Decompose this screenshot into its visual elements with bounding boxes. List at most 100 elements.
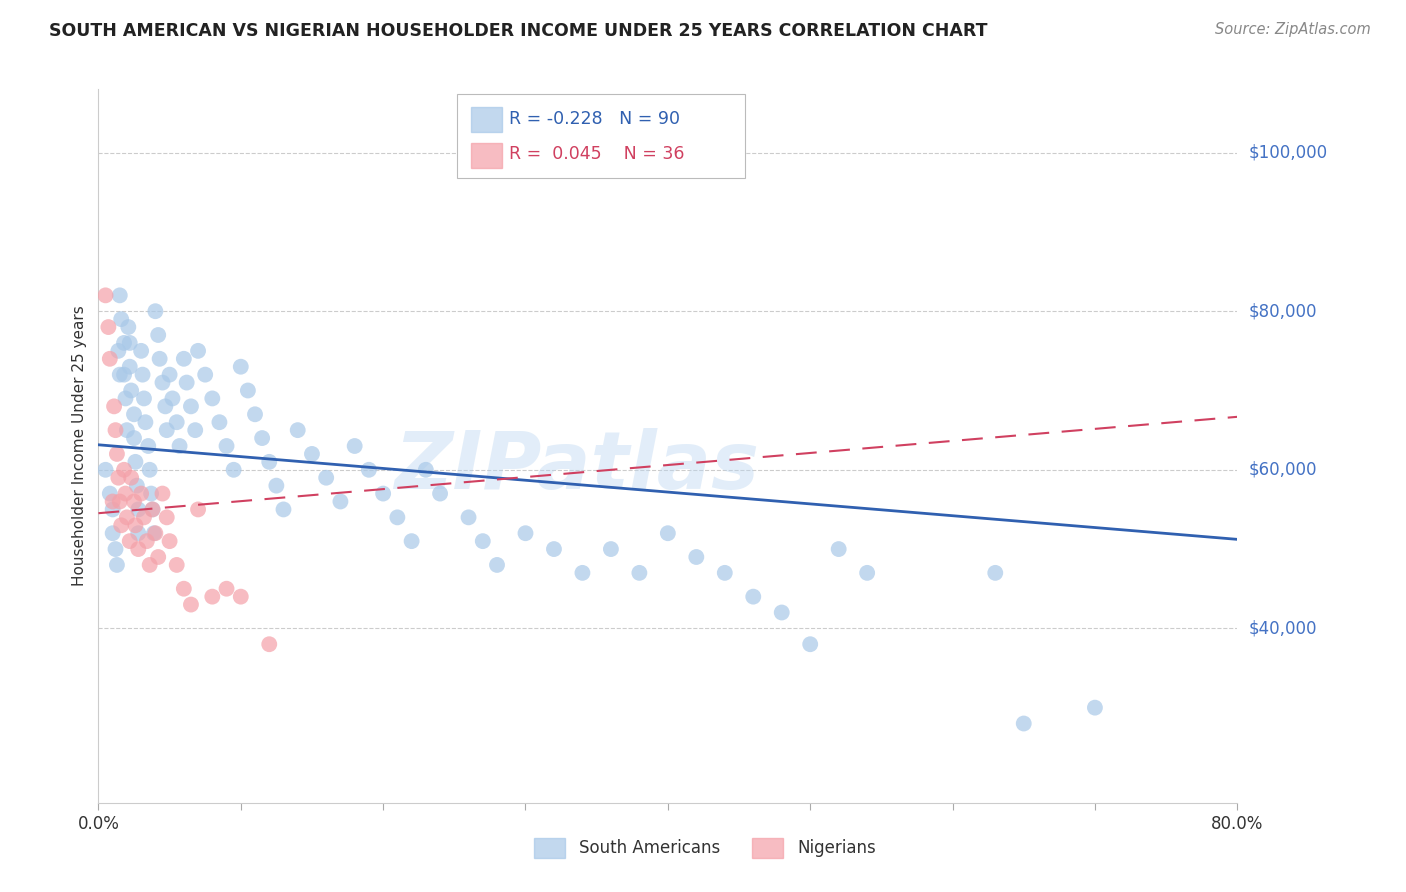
Point: [169, 439, 191, 453]
Point: [515, 526, 537, 541]
Point: [152, 376, 174, 390]
Point: [132, 510, 155, 524]
Point: [108, 368, 131, 382]
Point: [105, 447, 128, 461]
Point: [315, 471, 337, 485]
Point: [124, 518, 146, 533]
Point: [120, 471, 142, 485]
Point: [97, 320, 120, 334]
Point: [155, 400, 177, 414]
Point: [105, 558, 128, 572]
Point: [194, 368, 217, 382]
Point: [152, 486, 174, 500]
Point: [103, 400, 125, 414]
Text: $40,000: $40,000: [1249, 619, 1317, 638]
Point: [229, 590, 252, 604]
Point: [429, 486, 451, 500]
Point: [156, 423, 179, 437]
Point: [215, 439, 238, 453]
Point: [343, 439, 366, 453]
Point: [357, 463, 380, 477]
Point: [108, 288, 131, 302]
Point: [1084, 700, 1107, 714]
Point: [173, 582, 195, 596]
Point: [259, 455, 281, 469]
Point: [201, 392, 224, 406]
Point: [118, 359, 141, 374]
Text: Nigerians: Nigerians: [797, 839, 876, 857]
Point: [148, 549, 170, 564]
Point: [770, 606, 793, 620]
Point: [132, 392, 155, 406]
Text: $80,000: $80,000: [1249, 302, 1317, 320]
Point: [135, 534, 157, 549]
Point: [287, 423, 309, 437]
Point: [122, 431, 145, 445]
Point: [162, 392, 184, 406]
Text: ZIPatlas: ZIPatlas: [394, 428, 759, 507]
Point: [243, 407, 266, 421]
Point: [600, 542, 623, 557]
Point: [236, 384, 259, 398]
Point: [201, 590, 224, 604]
Point: [856, 566, 879, 580]
Point: [142, 526, 165, 541]
Point: [101, 526, 124, 541]
Point: [145, 526, 167, 541]
Point: [112, 463, 135, 477]
Point: [222, 463, 245, 477]
Point: [457, 510, 479, 524]
Point: [173, 351, 195, 366]
Point: [127, 502, 149, 516]
Point: [273, 502, 295, 516]
Text: $60,000: $60,000: [1249, 461, 1317, 479]
Point: [984, 566, 1007, 580]
Point: [125, 478, 148, 492]
Point: [136, 439, 159, 453]
Point: [117, 320, 139, 334]
Point: [112, 335, 135, 350]
Point: [159, 534, 181, 549]
Point: [122, 407, 145, 421]
Point: [138, 558, 160, 572]
Point: [628, 566, 651, 580]
Point: [180, 400, 202, 414]
Point: [415, 463, 437, 477]
Point: [301, 447, 323, 461]
Point: [114, 392, 136, 406]
Point: [159, 368, 181, 382]
Point: [122, 494, 145, 508]
Point: [120, 384, 142, 398]
Point: [401, 534, 423, 549]
Point: [115, 423, 138, 437]
Text: South Americans: South Americans: [579, 839, 720, 857]
Point: [229, 359, 252, 374]
Point: [156, 510, 179, 524]
Point: [141, 502, 163, 516]
Point: [176, 376, 198, 390]
Point: [118, 534, 141, 549]
Point: [685, 549, 707, 564]
Point: [141, 502, 163, 516]
Point: [486, 558, 509, 572]
Text: $100,000: $100,000: [1249, 144, 1327, 161]
Text: R = -0.228   N = 90: R = -0.228 N = 90: [509, 110, 681, 128]
Point: [166, 415, 188, 429]
Point: [215, 582, 238, 596]
Point: [187, 343, 209, 358]
Point: [387, 510, 409, 524]
Text: Source: ZipAtlas.com: Source: ZipAtlas.com: [1215, 22, 1371, 37]
Point: [127, 542, 149, 557]
Point: [134, 415, 156, 429]
Point: [104, 423, 127, 437]
Point: [571, 566, 593, 580]
Point: [148, 328, 170, 343]
Point: [104, 542, 127, 557]
Point: [94, 463, 117, 477]
Point: [107, 343, 129, 358]
Point: [471, 534, 494, 549]
Point: [266, 478, 288, 492]
Point: [184, 423, 207, 437]
Point: [828, 542, 851, 557]
Point: [714, 566, 737, 580]
